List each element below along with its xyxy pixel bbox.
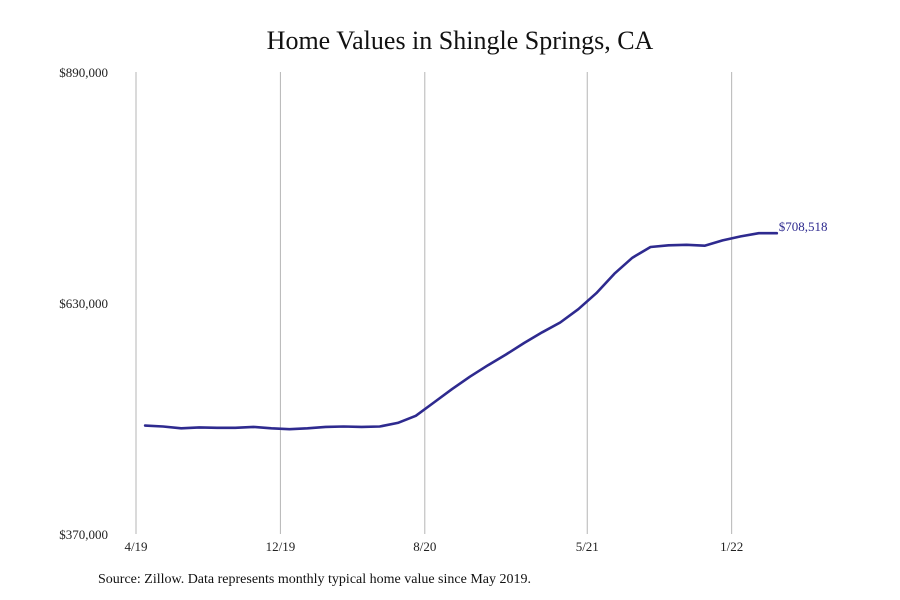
series-line-home-value <box>143 231 779 431</box>
grid-lines <box>135 72 733 534</box>
y-tick-label: $630,000 <box>59 296 108 311</box>
x-axis-ticks: 4/19 12/19 8/20 5/21 1/22 <box>124 539 743 554</box>
end-value-label: $708,518 <box>779 219 828 234</box>
y-tick-label: $890,000 <box>59 65 108 80</box>
x-tick-label: 8/20 <box>413 539 436 554</box>
y-tick-label: $370,000 <box>59 527 108 542</box>
chart-title: Home Values in Shingle Springs, CA <box>266 26 654 55</box>
x-tick-label: 4/19 <box>124 539 147 554</box>
y-axis-ticks: $370,000 $630,000 $890,000 <box>59 65 108 542</box>
x-tick-label: 5/21 <box>576 539 599 554</box>
x-tick-label: 12/19 <box>266 539 296 554</box>
x-tick-label: 1/22 <box>720 539 743 554</box>
source-note: Source: Zillow. Data represents monthly … <box>98 572 531 587</box>
